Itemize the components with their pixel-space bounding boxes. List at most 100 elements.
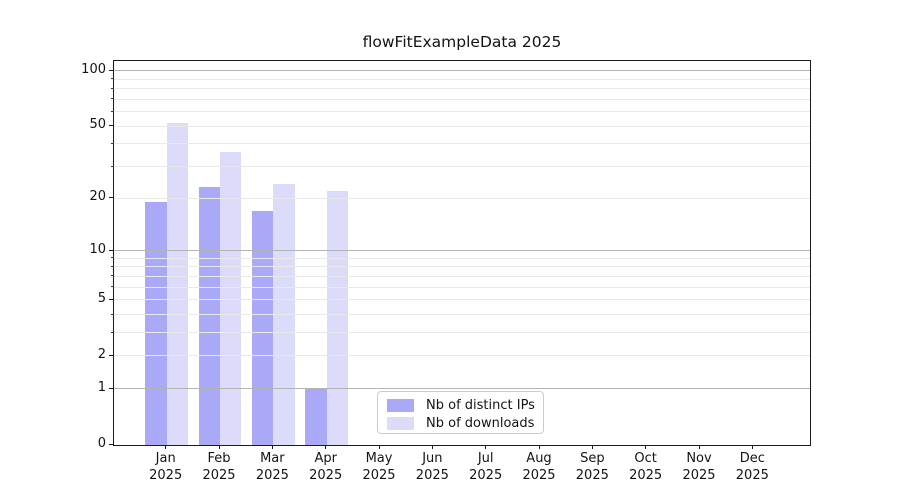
y-tick-mark-100 xyxy=(109,69,114,71)
x-tick-mark-aug xyxy=(538,445,540,449)
chart-title: flowFitExampleData 2025 xyxy=(362,33,562,51)
legend-item-distinct-ips: Nb of distinct IPs xyxy=(387,397,535,414)
y-minor-tick-mark-9 xyxy=(111,257,114,259)
y-minor-tick-mark-8 xyxy=(111,265,114,267)
gridline-minor-60 xyxy=(114,111,810,113)
x-tick-month: Oct xyxy=(634,451,657,466)
x-tick-year: 2025 xyxy=(575,467,609,483)
y-tick-label-0: 0 xyxy=(97,436,106,451)
gridline-minor-3 xyxy=(114,332,810,334)
y-tick-mark-2 xyxy=(109,354,114,356)
y-minor-tick-mark-70 xyxy=(111,98,114,100)
x-tick-year: 2025 xyxy=(469,467,503,483)
x-tick-month: Aug xyxy=(526,451,552,466)
x-tick-mark-jul xyxy=(485,445,487,449)
gridline-minor-90 xyxy=(114,78,810,80)
x-tick-month: May xyxy=(365,451,393,466)
x-tick-mark-jan xyxy=(165,445,167,449)
x-tick-mark-may xyxy=(378,445,380,449)
x-tick-mark-sep xyxy=(591,445,593,449)
bar-nb-of-downloads-feb xyxy=(220,152,242,445)
bar-nb-of-distinct-ips-apr xyxy=(305,388,327,445)
y-tick-mark-20 xyxy=(109,197,114,199)
x-tick-label-dec: Dec 2025 xyxy=(722,451,782,484)
x-tick-year: 2025 xyxy=(522,467,556,483)
x-tick-year: 2025 xyxy=(309,467,343,483)
x-tick-label-may: May 2025 xyxy=(349,451,409,484)
x-tick-month: Sep xyxy=(580,451,605,466)
legend-item-downloads: Nb of downloads xyxy=(387,415,535,432)
y-tick-mark-5 xyxy=(109,298,114,300)
gridline-minor-9 xyxy=(114,257,810,259)
x-tick-label-jan: Jan 2025 xyxy=(136,451,196,484)
gridline-minor-30 xyxy=(114,166,810,168)
gridline-major-1 xyxy=(114,388,810,390)
y-minor-tick-mark-7 xyxy=(111,275,114,277)
x-tick-label-jul: Jul 2025 xyxy=(456,451,516,484)
gridline-minor-8 xyxy=(114,266,810,268)
y-tick-mark-0 xyxy=(109,444,114,445)
x-tick-label-feb: Feb 2025 xyxy=(189,451,249,484)
bar-nb-of-distinct-ips-mar xyxy=(252,210,274,445)
bar-nb-of-downloads-apr xyxy=(326,190,348,445)
grid-layer xyxy=(114,61,810,445)
gridline-major-10 xyxy=(114,250,810,252)
x-tick-month: Apr xyxy=(314,451,337,466)
y-tick-label-100: 100 xyxy=(81,61,106,77)
x-tick-mark-mar xyxy=(271,445,273,449)
bar-nb-of-distinct-ips-jan xyxy=(145,202,167,445)
y-minor-tick-mark-90 xyxy=(111,78,114,80)
x-tick-month: Dec xyxy=(739,451,765,466)
gridline-minor-40 xyxy=(114,143,810,145)
gridline-minor-7 xyxy=(114,275,810,277)
x-tick-label-aug: Aug 2025 xyxy=(509,451,569,484)
y-minor-tick-mark-80 xyxy=(111,87,114,89)
x-tick-label-nov: Nov 2025 xyxy=(669,451,729,484)
x-tick-mark-nov xyxy=(698,445,700,449)
y-minor-tick-mark-40 xyxy=(111,142,114,144)
y-tick-label-1: 1 xyxy=(97,379,106,395)
y-tick-mark-1 xyxy=(109,387,114,389)
x-tick-month: Jun xyxy=(422,451,443,466)
legend: Nb of distinct IPs Nb of downloads xyxy=(377,391,544,434)
y-minor-tick-mark-30 xyxy=(111,165,114,167)
legend-swatch-distinct-ips xyxy=(387,399,414,412)
gridline-minor-4 xyxy=(114,314,810,315)
x-tick-month: Mar xyxy=(260,451,285,466)
x-tick-mark-oct xyxy=(645,445,647,449)
gridline-minor-2 xyxy=(114,355,810,357)
y-minor-tick-mark-60 xyxy=(111,110,114,112)
y-tick-label-20: 20 xyxy=(89,189,106,205)
x-tick-label-sep: Sep 2025 xyxy=(562,451,622,484)
x-tick-year: 2025 xyxy=(255,467,289,483)
gridline-minor-70 xyxy=(114,98,810,100)
x-tick-mark-feb xyxy=(218,445,220,449)
legend-label-downloads: Nb of downloads xyxy=(426,416,535,431)
x-tick-label-apr: Apr 2025 xyxy=(296,451,356,484)
x-tick-year: 2025 xyxy=(415,467,449,483)
x-tick-month: Nov xyxy=(686,451,712,466)
y-minor-tick-mark-3 xyxy=(111,331,114,333)
y-tick-mark-10 xyxy=(109,249,114,251)
x-tick-mark-apr xyxy=(325,445,327,449)
gridline-minor-80 xyxy=(114,88,810,90)
x-tick-label-oct: Oct 2025 xyxy=(616,451,676,484)
x-tick-year: 2025 xyxy=(629,467,663,483)
x-tick-mark-jun xyxy=(431,445,433,449)
x-tick-year: 2025 xyxy=(682,467,716,483)
plot-area xyxy=(113,60,811,446)
x-tick-year: 2025 xyxy=(202,467,236,483)
y-tick-label-2: 2 xyxy=(97,346,106,362)
y-minor-tick-mark-6 xyxy=(111,286,114,288)
x-tick-year: 2025 xyxy=(735,467,769,483)
y-tick-label-10: 10 xyxy=(89,241,106,257)
y-tick-label-5: 5 xyxy=(97,290,106,306)
x-tick-year: 2025 xyxy=(362,467,396,483)
x-tick-year: 2025 xyxy=(149,467,183,483)
gridline-minor-20 xyxy=(114,197,810,199)
gridline-minor-50 xyxy=(114,125,810,127)
y-minor-tick-mark-4 xyxy=(111,313,114,315)
bar-nb-of-distinct-ips-feb xyxy=(198,187,221,445)
x-tick-label-mar: Mar 2025 xyxy=(242,451,302,484)
